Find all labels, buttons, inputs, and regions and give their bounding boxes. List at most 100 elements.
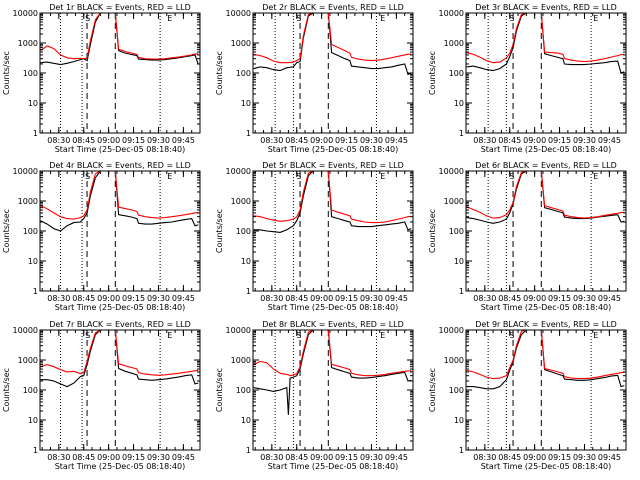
x-tick-label: 09:30 bbox=[147, 294, 170, 303]
x-tick-label: 08:30 bbox=[473, 136, 496, 145]
x-tick-label: 08:30 bbox=[47, 453, 70, 462]
end-marker-label: E bbox=[380, 172, 385, 181]
detector-panel-7: 1 10 100 1000 10000 08:30 08:45 09:00 09:15 09:30… bbox=[2, 320, 201, 471]
y-tick-label: 1000 bbox=[444, 356, 464, 365]
x-axis-label: Start Time (25-Dec-05 08:18:40) bbox=[55, 462, 186, 471]
start-marker-label: S bbox=[296, 172, 301, 181]
start-marker-label: S bbox=[85, 172, 90, 181]
y-tick-label: 10 bbox=[28, 99, 38, 108]
y-axis-label: Counts/sec bbox=[428, 368, 437, 412]
y-tick-label: 10000 bbox=[439, 9, 464, 18]
start-marker-label: S bbox=[509, 331, 514, 340]
end-marker-label: E bbox=[380, 331, 385, 340]
y-tick-label: 1 bbox=[459, 446, 464, 455]
x-axis-label: Start Time (25-Dec-05 08:18:40) bbox=[268, 303, 399, 312]
series-line-lld bbox=[466, 171, 625, 219]
y-tick-label: 10000 bbox=[226, 167, 251, 176]
series-line-events bbox=[253, 330, 412, 415]
y-axis-label: Counts/sec bbox=[2, 368, 11, 412]
panel-title: Det 2r BLACK = Events, RED = LLD bbox=[262, 3, 404, 12]
start-marker-label: S bbox=[296, 14, 301, 23]
y-tick-label: 1 bbox=[33, 129, 38, 138]
panel-title: Det 1r BLACK = Events, RED = LLD bbox=[49, 3, 191, 12]
end-marker-label: E bbox=[167, 331, 172, 340]
x-tick-label: 09:30 bbox=[573, 453, 596, 462]
y-axis-label: Counts/sec bbox=[215, 51, 224, 95]
start-marker-label: S bbox=[509, 14, 514, 23]
y-tick-label: 1 bbox=[459, 287, 464, 296]
x-tick-label: 09:30 bbox=[147, 136, 170, 145]
x-tick-label: 09:15 bbox=[548, 136, 571, 145]
x-tick-label: 09:15 bbox=[122, 294, 145, 303]
y-tick-label: 1000 bbox=[231, 356, 251, 365]
panel-title: Det 8r BLACK = Events, RED = LLD bbox=[262, 320, 404, 329]
y-tick-label: 10000 bbox=[226, 326, 251, 335]
x-tick-label: 09:15 bbox=[122, 453, 145, 462]
y-tick-label: 1000 bbox=[18, 197, 38, 206]
y-tick-label: 10000 bbox=[13, 326, 38, 335]
x-tick-label: 09:00 bbox=[310, 453, 333, 462]
y-tick-label: 10 bbox=[28, 416, 38, 425]
x-tick-label: 09:45 bbox=[172, 136, 195, 145]
y-tick-label: 10 bbox=[241, 99, 251, 108]
x-axis-label: Start Time (25-Dec-05 08:18:40) bbox=[268, 462, 399, 471]
y-tick-label: 10 bbox=[454, 99, 464, 108]
y-tick-label: 1 bbox=[246, 129, 251, 138]
start-marker-label: S bbox=[85, 14, 90, 23]
panel-title: Det 4r BLACK = Events, RED = LLD bbox=[49, 161, 191, 170]
end-marker-label: E bbox=[593, 331, 598, 340]
y-tick-label: 1000 bbox=[444, 197, 464, 206]
x-tick-label: 09:15 bbox=[335, 294, 358, 303]
x-tick-label: 09:45 bbox=[172, 453, 195, 462]
y-tick-label: 1 bbox=[33, 446, 38, 455]
y-tick-label: 10 bbox=[454, 416, 464, 425]
y-axis-label: Counts/sec bbox=[428, 209, 437, 253]
series-line-lld bbox=[253, 330, 412, 377]
y-tick-label: 1000 bbox=[18, 39, 38, 48]
x-tick-label: 08:45 bbox=[72, 294, 95, 303]
y-tick-label: 10000 bbox=[439, 167, 464, 176]
x-tick-label: 09:45 bbox=[385, 294, 408, 303]
x-axis-label: Start Time (25-Dec-05 08:18:40) bbox=[481, 145, 612, 154]
y-tick-label: 100 bbox=[23, 227, 38, 236]
x-tick-label: 09:30 bbox=[573, 136, 596, 145]
end-marker-label: E bbox=[380, 14, 385, 23]
y-tick-label: 10 bbox=[454, 257, 464, 266]
y-tick-label: 100 bbox=[449, 227, 464, 236]
y-tick-label: 1000 bbox=[231, 39, 251, 48]
x-axis-label: Start Time (25-Dec-05 08:18:40) bbox=[55, 303, 186, 312]
x-axis-label: Start Time (25-Dec-05 08:18:40) bbox=[481, 303, 612, 312]
y-tick-label: 1 bbox=[246, 446, 251, 455]
panel-title: Det 6r BLACK = Events, RED = LLD bbox=[475, 161, 617, 170]
y-tick-label: 10000 bbox=[439, 326, 464, 335]
x-tick-label: 09:15 bbox=[335, 453, 358, 462]
panel-title: Det 3r BLACK = Events, RED = LLD bbox=[475, 3, 617, 12]
x-tick-label: 09:00 bbox=[523, 294, 546, 303]
x-tick-label: 08:45 bbox=[285, 136, 308, 145]
y-tick-label: 100 bbox=[449, 386, 464, 395]
x-tick-label: 08:45 bbox=[498, 294, 521, 303]
y-tick-label: 10000 bbox=[226, 9, 251, 18]
y-tick-label: 10 bbox=[28, 257, 38, 266]
series-line-lld bbox=[466, 330, 625, 380]
x-tick-label: 09:45 bbox=[172, 294, 195, 303]
x-tick-label: 08:45 bbox=[498, 453, 521, 462]
y-axis-label: Counts/sec bbox=[215, 209, 224, 253]
y-tick-label: 1000 bbox=[18, 356, 38, 365]
x-tick-label: 09:00 bbox=[97, 453, 120, 462]
detector-panel-6: 1 10 100 1000 10000 08:30 08:45 09:00 09:15 09:30… bbox=[428, 161, 627, 312]
end-marker-label: E bbox=[593, 172, 598, 181]
x-tick-label: 09:30 bbox=[360, 453, 383, 462]
y-tick-label: 10 bbox=[241, 416, 251, 425]
y-axis-label: Counts/sec bbox=[215, 368, 224, 412]
x-tick-label: 08:45 bbox=[498, 136, 521, 145]
end-marker-label: E bbox=[593, 14, 598, 23]
x-tick-label: 09:30 bbox=[360, 136, 383, 145]
y-tick-label: 1000 bbox=[231, 197, 251, 206]
y-tick-label: 1000 bbox=[444, 39, 464, 48]
series-line-lld bbox=[253, 13, 412, 64]
x-tick-label: 08:45 bbox=[285, 453, 308, 462]
y-tick-label: 10000 bbox=[13, 167, 38, 176]
x-tick-label: 08:30 bbox=[473, 453, 496, 462]
